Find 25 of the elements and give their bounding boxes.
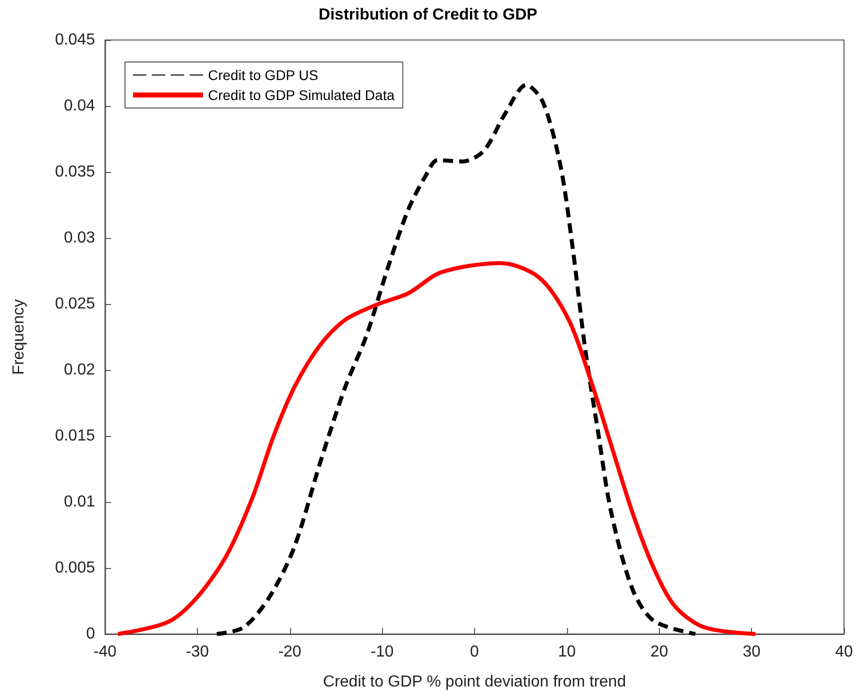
y-tick-label: 0.01 — [64, 494, 96, 510]
y-tick-label: 0.005 — [54, 560, 96, 576]
x-tick-label: -30 — [186, 644, 210, 660]
y-tick-label: 0.015 — [54, 428, 96, 444]
y-tick-label: 0.035 — [54, 164, 96, 180]
x-axis-title: Credit to GDP % point deviation from trend — [323, 674, 626, 690]
x-tick-label: 10 — [558, 644, 576, 660]
y-tick-label: 0.03 — [64, 230, 96, 246]
legend-label: Credit to GDP Simulated Data — [208, 87, 395, 103]
x-tick-label: 0 — [470, 644, 480, 660]
y-axis-title: Frequency — [10, 299, 28, 375]
x-tick-label: 20 — [650, 644, 668, 660]
legend-label: Credit to GDP US — [208, 67, 318, 83]
x-tick-label: -40 — [93, 644, 117, 660]
y-tick-label: 0.04 — [64, 98, 96, 114]
y-tick-label: 0.025 — [54, 296, 96, 312]
y-tick-label: 0 — [86, 626, 96, 642]
line-series — [116, 261, 758, 636]
x-tick-label: -20 — [278, 644, 302, 660]
chart-title: Distribution of Credit to GDP — [318, 6, 538, 24]
x-tick-label: 30 — [742, 644, 761, 660]
y-tick-label: 0.045 — [54, 32, 96, 48]
y-tick-label: 0.02 — [64, 362, 96, 378]
x-tick-label: -10 — [370, 644, 394, 660]
x-tick-label: 40 — [835, 644, 853, 660]
